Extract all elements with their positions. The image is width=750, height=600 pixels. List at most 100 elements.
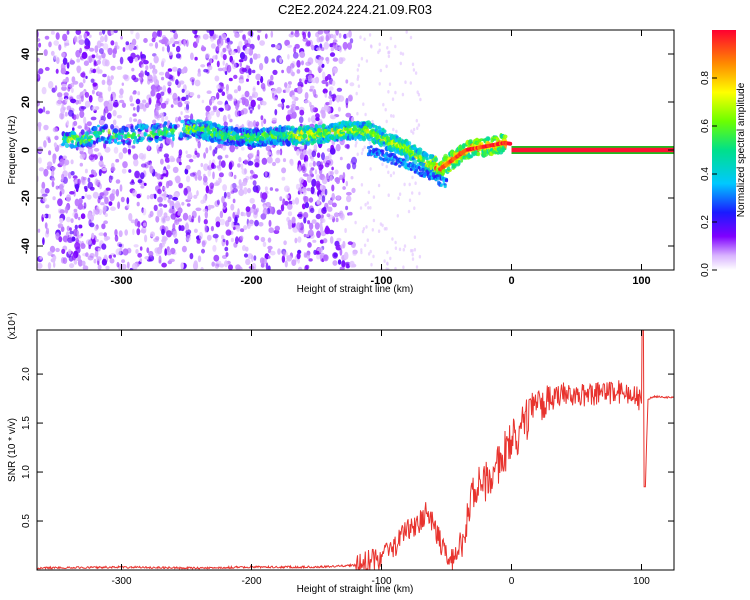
ridge-point (143, 132, 148, 137)
noise-speck (110, 166, 116, 172)
noise-speck (153, 204, 158, 212)
noise-speck (316, 230, 321, 239)
noise-speck (279, 196, 283, 202)
noise-speck (161, 76, 165, 81)
noise-speck (337, 259, 342, 265)
noise-speck (251, 91, 255, 99)
noise-speck (360, 56, 364, 61)
spectrogram-noise (37, 30, 422, 270)
noise-speck (364, 202, 367, 207)
noise-speck (316, 47, 322, 51)
noise-speck (185, 103, 190, 111)
noise-speck (322, 206, 327, 212)
noise-speck (134, 57, 138, 62)
noise-speck (72, 175, 78, 179)
noise-speck (78, 99, 82, 105)
ridge-point (229, 135, 233, 141)
noise-speck (37, 57, 40, 63)
noise-speck (331, 184, 335, 192)
noise-speck (181, 201, 185, 206)
noise-speck (84, 38, 90, 46)
noise-speck (119, 99, 125, 104)
noise-speck (94, 208, 100, 215)
noise-speck (119, 184, 123, 192)
noise-speck (325, 35, 330, 42)
noise-speck (322, 71, 326, 80)
noise-speck (54, 135, 59, 141)
noise-speck (371, 228, 374, 232)
noise-speck (229, 145, 235, 153)
noise-speck (298, 187, 302, 193)
noise-speck (348, 211, 353, 216)
noise-speck (401, 92, 405, 97)
x-tick-label: -300 (111, 576, 131, 587)
ridge-point (84, 143, 89, 147)
noise-speck (75, 30, 82, 35)
noise-speck (299, 78, 302, 83)
noise-speck (78, 224, 83, 229)
noise-speck (88, 154, 95, 161)
chart-title: C2E2.2024.224.21.09.R03 (278, 2, 432, 17)
y-tick-label: 40 (20, 48, 32, 60)
noise-speck (167, 80, 172, 86)
noise-speck (88, 244, 91, 250)
noise-speck (64, 111, 68, 117)
noise-speck (304, 202, 310, 209)
noise-speck (77, 203, 84, 210)
noise-speck (132, 228, 135, 235)
noise-speck (274, 109, 278, 116)
noise-speck (196, 152, 200, 158)
noise-speck (251, 262, 257, 270)
noise-speck (326, 213, 331, 217)
noise-speck (131, 262, 138, 270)
noise-speck (85, 239, 92, 245)
noise-speck (118, 152, 124, 160)
noise-speck (268, 219, 272, 227)
noise-speck (185, 229, 192, 235)
noise-speck (319, 59, 323, 66)
ridge-point (108, 138, 112, 145)
noise-speck (242, 34, 246, 41)
noise-speck (51, 177, 56, 181)
noise-speck (205, 147, 209, 154)
ridge-point (117, 141, 122, 145)
noise-speck (38, 124, 41, 132)
noise-speck (110, 175, 114, 180)
noise-speck (161, 115, 165, 123)
noise-speck (361, 147, 365, 152)
noise-speck (78, 39, 85, 45)
noise-speck (227, 114, 231, 120)
x-tick-label: -100 (370, 275, 392, 287)
noise-speck (99, 155, 104, 162)
noise-speck (170, 213, 177, 220)
noise-speck (240, 163, 244, 170)
noise-speck (326, 56, 330, 65)
noise-speck (231, 60, 234, 65)
noise-speck (410, 129, 413, 133)
noise-speck (100, 35, 105, 43)
noise-speck (47, 137, 51, 141)
noise-speck (62, 155, 67, 160)
noise-speck (217, 155, 223, 160)
noise-speck (230, 184, 234, 192)
noise-speck (252, 87, 256, 92)
noise-speck (363, 145, 366, 150)
noise-speck (88, 55, 93, 64)
noise-speck (131, 74, 137, 81)
noise-speck (360, 151, 364, 156)
noise-speck (40, 188, 45, 195)
noise-speck (110, 75, 114, 80)
noise-speck (307, 242, 312, 248)
ridge-point (431, 172, 436, 176)
noise-speck (204, 210, 208, 219)
noise-speck (335, 143, 341, 152)
noise-speck (254, 219, 259, 227)
noise-speck (201, 248, 205, 254)
noise-speck (267, 245, 273, 250)
noise-speck (255, 185, 261, 192)
noise-speck (281, 69, 284, 74)
ridge-point (132, 139, 136, 145)
noise-speck (267, 151, 272, 156)
noise-speck (243, 159, 248, 166)
noise-speck (161, 262, 167, 268)
